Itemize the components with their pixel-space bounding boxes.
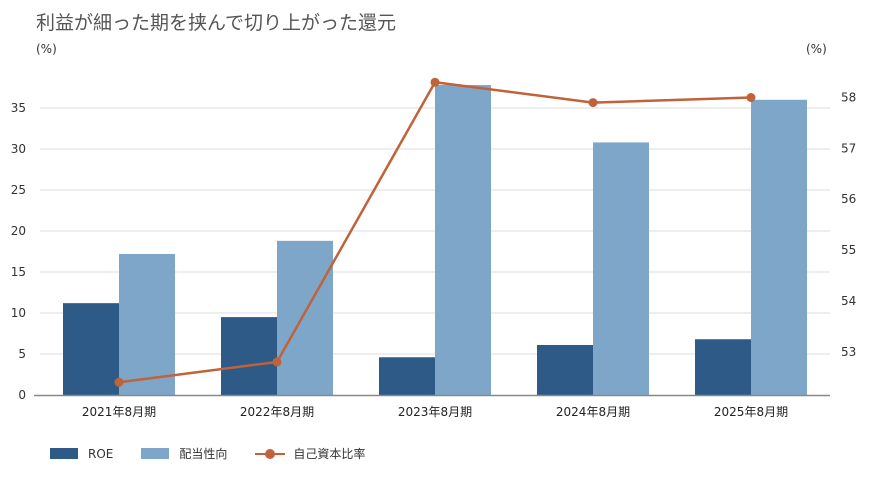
right-axis-tick-2: 55: [841, 243, 856, 257]
legend-item-roe: ROE: [50, 447, 113, 461]
bar-roe-4: [695, 339, 751, 395]
legend-label-equity-ratio: 自己資本比率: [293, 447, 366, 461]
right-axis-tick-5: 58: [841, 91, 856, 105]
legend-swatch-roe: [50, 448, 78, 459]
x-axis-label-2: 2023年8月期: [398, 405, 472, 419]
left-axis-tick-2: 10: [11, 306, 26, 320]
right-axis-tick-4: 57: [841, 141, 856, 155]
x-axis-label-0: 2021年8月期: [82, 405, 156, 419]
bar-payout-4: [751, 99, 807, 396]
legend-label-roe: ROE: [88, 446, 114, 461]
legend-swatch-payout: [141, 448, 170, 459]
legend-item-payout: 配当性向: [141, 445, 227, 462]
x-axis-label-1: 2022年8月期: [240, 405, 314, 419]
left-axis-tick-3: 15: [11, 265, 26, 279]
left-axis-tick-0: 0: [18, 388, 26, 402]
x-axis-label-3: 2024年8月期: [556, 405, 630, 419]
bar-roe-3: [537, 344, 593, 395]
legend-label-payout: 配当性向: [179, 447, 228, 461]
bar-payout-0: [119, 253, 175, 395]
point-equity-ratio-0: [114, 377, 124, 387]
x-axis-label-4: 2025年8月期: [714, 405, 788, 419]
bar-payout-3: [593, 142, 649, 395]
legend-item-equity-ratio: 自己資本比率: [255, 445, 365, 462]
left-axis-tick-7: 35: [11, 101, 26, 115]
chart-title: 利益が細った期を挟んで切り上がった還元: [36, 12, 397, 34]
right-axis-tick-3: 56: [841, 192, 856, 206]
point-equity-ratio-1: [272, 357, 282, 367]
left-axis-tick-6: 30: [11, 142, 26, 156]
bar-roe-1: [221, 317, 277, 395]
point-equity-ratio-4: [746, 93, 756, 103]
bar-roe-0: [63, 303, 119, 395]
bar-roe-2: [379, 357, 435, 395]
point-equity-ratio-2: [430, 77, 440, 87]
bar-payout-1: [277, 240, 333, 395]
right-axis-unit: (%): [806, 42, 827, 56]
right-axis-tick-0: 53: [841, 345, 856, 359]
left-axis-unit: (%): [36, 42, 57, 56]
point-equity-ratio-3: [588, 98, 598, 108]
right-axis-tick-1: 54: [841, 294, 856, 308]
bar-payout-2: [435, 85, 491, 395]
legend-swatch-equity-ratio: [255, 448, 286, 460]
legend: ROE 配当性向 自己資本比率: [50, 445, 393, 462]
left-axis-tick-4: 20: [11, 224, 26, 238]
left-axis-tick-1: 5: [18, 347, 26, 361]
left-axis-tick-5: 25: [11, 183, 26, 197]
